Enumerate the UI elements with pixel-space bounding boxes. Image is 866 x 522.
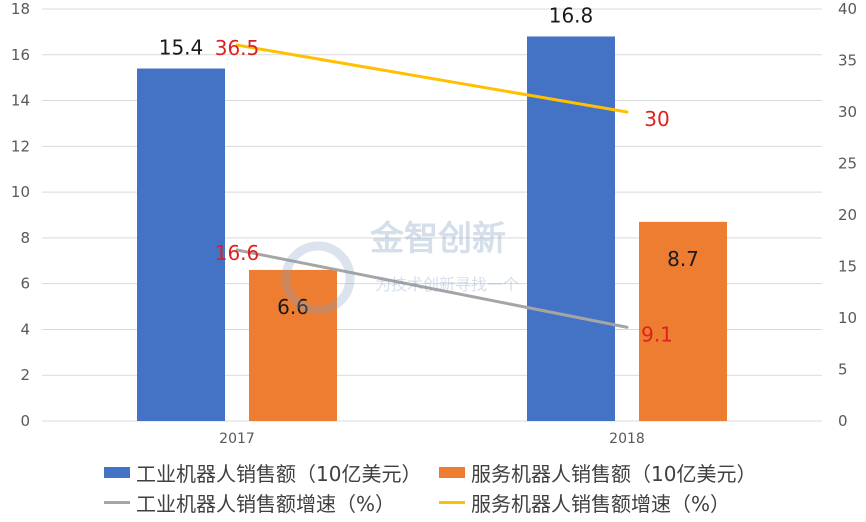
x-tick-label: 2017 [219,431,255,447]
bar-data-label: 6.6 [277,295,309,319]
line-data-label: 36.5 [215,36,260,60]
legend-label-service-sales: 服务机器人销售额（10亿美元） [471,462,757,486]
y-left-tick-label: 16 [11,46,30,64]
legend-swatch-service-sales [439,467,465,478]
x-tick-label: 2018 [609,431,645,447]
line-data-label: 30 [644,107,669,131]
line-data-label: 9.1 [641,322,673,346]
legend-swatch-industrial-sales [104,467,130,478]
bar-data-label: 15.4 [159,36,204,60]
legend-label-service-growth: 服务机器人销售额增速（%） [471,492,731,516]
watermark: 金智创新 为技术创新寻找一个 [280,190,610,330]
legend-swatch-service-growth [439,501,465,504]
series-line [235,248,629,329]
y-left-tick-label: 12 [11,137,30,155]
y-left-tick-label: 10 [11,183,30,201]
watermark-subtitle: 为技术创新寻找一个 [375,275,519,294]
y-right-tick-label: 0 [838,412,848,430]
bar [527,36,615,421]
series-line [235,43,629,114]
y-left-tick-label: 2 [20,366,30,384]
legend-label-industrial-growth: 工业机器人销售额增速（%） [136,492,396,516]
y-left-tick-label: 14 [11,92,30,110]
y-right-tick-label: 35 [838,52,857,70]
bar [249,269,337,421]
legend-swatch-industrial-growth [104,501,130,504]
y-right-tick-label: 25 [838,155,857,173]
y-right-tick-label: 15 [838,258,857,276]
y-right-tick-label: 40 [838,0,857,18]
y-left-tick-label: 0 [20,412,30,430]
y-right-tick-label: 10 [838,309,857,327]
y-right-tick-label: 20 [838,206,857,224]
line-data-label: 16.6 [215,241,260,265]
y-right-tick-label: 5 [838,361,848,379]
bar [137,68,225,421]
watermark-logo-icon [281,241,355,315]
legend-item-industrial-growth: 工业机器人销售额增速（%） [104,488,395,517]
watermark-title: 金智创新 [369,219,506,259]
chart-canvas: 0 2 4 6 8 10 12 14 16 18 0 5 10 15 20 25 30 35 40 2017 2018 1… [11,0,857,447]
bar [639,221,727,421]
legend-item-service-growth: 服务机器人销售额增速（%） [439,488,730,517]
legend: 工业机器人销售额（10亿美元） 服务机器人销售额（10亿美元） 工业机器人销售额… [0,456,866,522]
legend-item-service-sales: 服务机器人销售额（10亿美元） [439,458,756,487]
y-left-tick-label: 6 [20,275,30,293]
y-left-tick-label: 18 [11,0,30,18]
legend-item-industrial-sales: 工业机器人销售额（10亿美元） [104,458,421,487]
y-left-tick-label: 8 [20,229,30,247]
y-right-tick-label: 30 [838,103,857,121]
y-left-tick-label: 4 [20,320,30,338]
bar-data-label: 8.7 [667,247,699,271]
legend-label-industrial-sales: 工业机器人销售额（10亿美元） [136,462,422,486]
bar-data-label: 16.8 [549,3,594,27]
